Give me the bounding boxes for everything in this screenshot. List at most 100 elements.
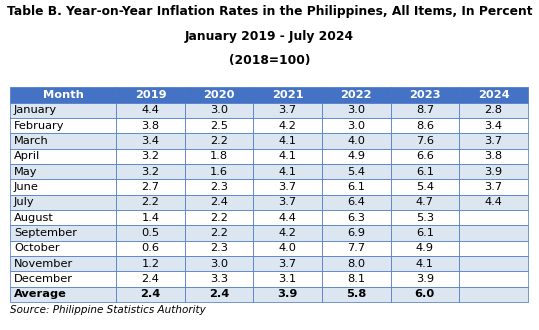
Bar [391,210,459,225]
Bar [116,241,185,256]
Text: 6.0: 6.0 [414,289,435,299]
Text: 3.9: 3.9 [416,274,434,284]
Bar [185,164,253,180]
Text: 2.7: 2.7 [142,182,160,192]
Text: 3.9: 3.9 [485,167,502,177]
Text: 3.0: 3.0 [210,259,228,269]
Text: 0.5: 0.5 [141,228,160,238]
Bar [391,103,459,118]
Text: January 2019 - July 2024: January 2019 - July 2024 [185,30,354,43]
Bar [322,271,391,287]
Bar [459,210,528,225]
Text: 4.4: 4.4 [485,197,502,207]
Bar [391,271,459,287]
Bar [116,195,185,210]
Bar [322,225,391,241]
Text: June: June [14,182,39,192]
Bar [185,103,253,118]
Text: January: January [14,105,57,115]
Text: 7.7: 7.7 [347,243,365,253]
Text: 4.1: 4.1 [279,167,296,177]
Bar [10,118,116,133]
Bar [10,271,116,287]
Text: March: March [14,136,49,146]
Text: 3.7: 3.7 [485,182,502,192]
Bar [253,180,322,195]
Text: 5.3: 5.3 [416,213,434,223]
Bar [391,118,459,133]
Bar [322,87,391,103]
Bar [116,118,185,133]
Bar [185,118,253,133]
Text: 3.0: 3.0 [347,121,365,131]
Bar [391,256,459,271]
Text: 3.7: 3.7 [279,259,297,269]
Text: 2.2: 2.2 [210,136,228,146]
Text: Table B. Year-on-Year Inflation Rates in the Philippines, All Items, In Percent: Table B. Year-on-Year Inflation Rates in… [7,5,532,18]
Text: February: February [14,121,65,131]
Text: 6.4: 6.4 [347,197,365,207]
Text: 4.1: 4.1 [279,151,296,161]
Bar [116,180,185,195]
Text: 5.8: 5.8 [346,289,367,299]
Bar [459,103,528,118]
Bar [459,287,528,302]
Bar [322,103,391,118]
Bar [322,118,391,133]
Bar [391,225,459,241]
Bar [185,241,253,256]
Bar [185,225,253,241]
Text: 4.2: 4.2 [279,228,296,238]
Text: 6.1: 6.1 [416,167,434,177]
Text: 6.1: 6.1 [416,228,434,238]
Text: 6.1: 6.1 [347,182,365,192]
Bar [391,149,459,164]
Text: 2023: 2023 [409,90,441,100]
Text: August: August [14,213,54,223]
Text: 3.9: 3.9 [278,289,298,299]
Bar [185,271,253,287]
Bar [10,149,116,164]
Bar [322,164,391,180]
Bar [322,256,391,271]
Bar [116,133,185,149]
Text: 3.7: 3.7 [485,136,502,146]
Bar [185,256,253,271]
Bar [10,225,116,241]
Text: 0.6: 0.6 [142,243,160,253]
Bar [116,103,185,118]
Text: December: December [14,274,73,284]
Text: 1.6: 1.6 [210,167,228,177]
Bar [185,287,253,302]
Text: 6.9: 6.9 [347,228,365,238]
Text: 8.0: 8.0 [347,259,365,269]
Bar [322,149,391,164]
Bar [253,241,322,256]
Text: 1.4: 1.4 [142,213,160,223]
Text: 2.2: 2.2 [142,197,160,207]
Bar [391,287,459,302]
Bar [10,241,116,256]
Text: 2.8: 2.8 [485,105,502,115]
Bar [253,133,322,149]
Bar [116,256,185,271]
Bar [253,287,322,302]
Bar [185,149,253,164]
Bar [10,210,116,225]
Text: 2.4: 2.4 [142,274,160,284]
Bar [391,195,459,210]
Bar [253,195,322,210]
Text: 2.2: 2.2 [210,213,228,223]
Text: 3.4: 3.4 [142,136,160,146]
Text: 2.4: 2.4 [209,289,229,299]
Text: 5.4: 5.4 [347,167,365,177]
Text: 3.8: 3.8 [141,121,160,131]
Bar [253,256,322,271]
Text: 1.2: 1.2 [142,259,160,269]
Bar [185,195,253,210]
Text: 3.7: 3.7 [279,182,297,192]
Text: 2.5: 2.5 [210,121,228,131]
Text: 3.2: 3.2 [142,151,160,161]
Text: 3.7: 3.7 [279,197,297,207]
Bar [10,164,116,180]
